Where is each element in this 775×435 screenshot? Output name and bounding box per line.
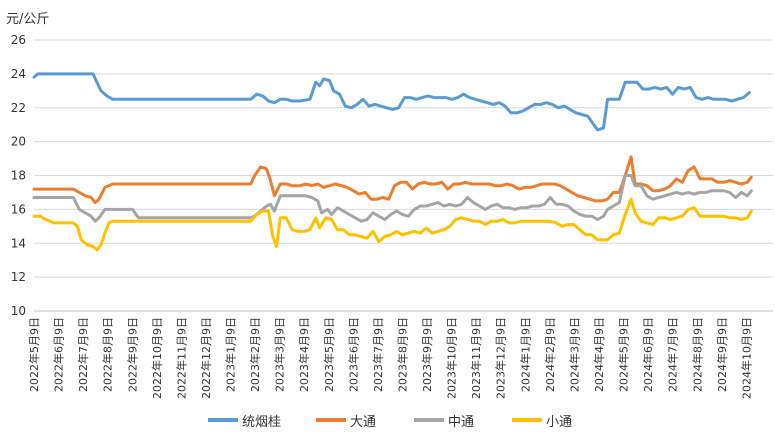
legend-swatch bbox=[414, 418, 444, 422]
y-tick-label: 16 bbox=[11, 202, 26, 216]
y-axis-unit-label: 元/公斤 bbox=[6, 12, 50, 27]
x-tick-label: 2023年10月9日 bbox=[445, 317, 459, 399]
x-tick-label: 2022年6月9日 bbox=[52, 317, 66, 392]
series-line-2 bbox=[32, 155, 753, 205]
x-tick-label: 2022年9月9日 bbox=[125, 317, 139, 392]
x-tick-label: 2024年2月9日 bbox=[543, 317, 557, 392]
y-tick-label: 10 bbox=[11, 304, 26, 318]
legend-swatch bbox=[316, 418, 346, 422]
x-tick-label: 2023年4月9日 bbox=[297, 317, 311, 392]
x-tick-label: 2022年10月9日 bbox=[150, 317, 164, 399]
x-tick-label: 2022年8月9日 bbox=[101, 317, 115, 392]
legend-item: 小通 bbox=[512, 410, 572, 430]
x-tick-label: 2023年1月9日 bbox=[224, 317, 238, 392]
x-tick-label: 2024年9月9日 bbox=[715, 317, 729, 392]
y-tick-label: 14 bbox=[11, 236, 26, 250]
x-tick-label: 2022年7月9日 bbox=[76, 317, 90, 392]
x-tick-label: 2024年3月9日 bbox=[567, 317, 581, 392]
legend-item: 统烟桂 bbox=[208, 410, 281, 430]
legend-swatch bbox=[512, 418, 542, 422]
series-line-1 bbox=[32, 72, 751, 132]
x-tick-label: 2022年12月9日 bbox=[199, 317, 213, 399]
x-tick-label: 2023年5月9日 bbox=[322, 317, 336, 392]
x-tick-label: 2024年4月9日 bbox=[592, 317, 606, 392]
legend-label: 小通 bbox=[546, 414, 573, 430]
x-tick-label: 2023年8月9日 bbox=[395, 317, 409, 392]
legend-label: 中通 bbox=[448, 414, 475, 430]
y-tick-label: 26 bbox=[11, 33, 26, 47]
x-tick-label: 2024年7月9日 bbox=[666, 317, 680, 392]
x-tick-label: 2024年6月9日 bbox=[641, 317, 655, 392]
x-tick-label: 2023年3月9日 bbox=[273, 317, 287, 392]
x-tick-label: 2024年8月9日 bbox=[690, 317, 704, 392]
y-tick-label: 18 bbox=[11, 169, 26, 183]
x-tick-label: 2023年7月9日 bbox=[371, 317, 385, 392]
x-tick-label: 2024年1月9日 bbox=[518, 317, 532, 392]
series-line-4 bbox=[32, 197, 753, 252]
y-tick-label: 12 bbox=[11, 270, 26, 284]
x-tick-label: 2023年6月9日 bbox=[346, 317, 360, 392]
x-tick-label: 2023年9月9日 bbox=[420, 317, 434, 392]
series-line-3 bbox=[32, 174, 753, 223]
legend-label: 大通 bbox=[350, 414, 377, 430]
legend-item: 大通 bbox=[316, 410, 376, 430]
x-tick-label: 2022年5月9日 bbox=[27, 317, 41, 392]
legend-swatch bbox=[208, 418, 238, 422]
chart-legend: 统烟桂 大通 中通 小通 bbox=[0, 410, 775, 432]
x-tick-label: 2023年2月9日 bbox=[248, 317, 262, 392]
x-tick-label: 2023年12月9日 bbox=[494, 317, 508, 399]
x-tick-label: 2023年11月9日 bbox=[469, 317, 483, 399]
y-tick-label: 24 bbox=[11, 67, 26, 81]
legend-item: 中通 bbox=[414, 410, 474, 430]
x-tick-label: 2022年11月9日 bbox=[174, 317, 188, 399]
x-tick-label: 2024年5月9日 bbox=[617, 317, 631, 392]
y-tick-label: 22 bbox=[11, 101, 26, 115]
x-tick-label: 2024年10月9日 bbox=[739, 317, 753, 399]
legend-label: 统烟桂 bbox=[242, 414, 282, 430]
y-tick-label: 20 bbox=[11, 135, 26, 149]
